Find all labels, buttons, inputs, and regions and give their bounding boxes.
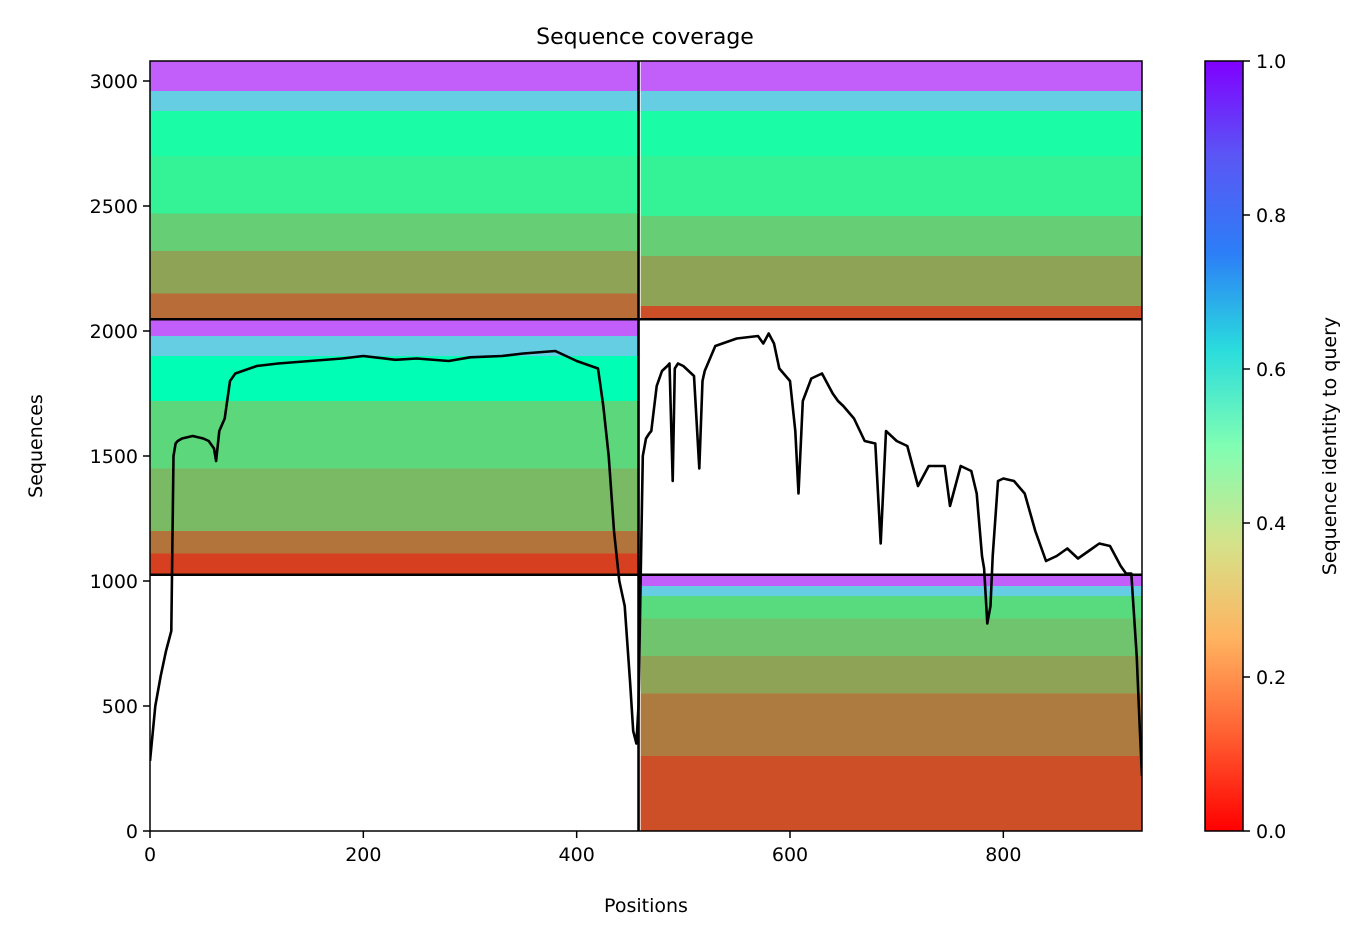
identity-band: [640, 111, 1142, 156]
colorbar: 0.0 0.2 0.4 0.6 0.8 1.0 Sequence identity to …: [1204, 51, 1341, 843]
x-tick-label: 0: [144, 844, 156, 866]
colorbar-tick-label: 0.6: [1256, 359, 1286, 381]
y-tick-label: 0: [126, 821, 138, 843]
x-tick-label: 800: [985, 844, 1021, 866]
identity-band: [150, 468, 639, 531]
heatmap-block-bottom-right: [640, 574, 1142, 831]
plot-frame: [149, 60, 1143, 832]
colorbar-gradient: [1204, 60, 1244, 832]
identity-band: [150, 293, 639, 320]
x-axis-label: Positions: [604, 895, 688, 917]
identity-band: [640, 91, 1142, 111]
identity-band: [150, 91, 639, 111]
identity-band: [150, 336, 639, 356]
identity-band: [640, 618, 1142, 656]
heatmap-block-mid-left: [150, 319, 639, 575]
identity-band: [150, 531, 639, 554]
identity-band: [640, 586, 1142, 596]
identity-band: [640, 216, 1142, 256]
y-tick-label: 2500: [90, 196, 138, 218]
identity-band: [640, 656, 1142, 694]
x-tick-label: 600: [772, 844, 808, 866]
identity-band: [640, 156, 1142, 216]
y-tick-label: 500: [102, 696, 138, 718]
identity-band: [150, 111, 639, 156]
y-tick-label: 2000: [90, 321, 138, 343]
colorbar-tick-label: 0.4: [1256, 513, 1286, 535]
colorbar-tick-label: 0.2: [1256, 667, 1286, 689]
colorbar-ticks: 0.0 0.2 0.4 0.6 0.8 1.0: [1243, 51, 1286, 843]
heatmap-block-top-right: [640, 61, 1142, 320]
identity-band: [150, 319, 639, 336]
y-tick-label: 1500: [90, 446, 138, 468]
identity-band: [640, 306, 1142, 320]
identity-band: [640, 574, 1142, 586]
identity-band: [640, 256, 1142, 306]
identity-band: [150, 356, 639, 401]
y-axis: 0 500 1000 1500 2000 2500 3000: [90, 71, 150, 843]
coverage-line: [150, 332, 1142, 777]
chart-title: Sequence coverage: [536, 25, 754, 50]
colorbar-tick-label: 0.8: [1256, 205, 1286, 227]
identity-band: [640, 596, 1142, 619]
heatmap-block-top-left: [150, 61, 639, 320]
identity-band: [150, 156, 639, 214]
identity-band: [150, 401, 639, 469]
plot-area: [149, 60, 1143, 832]
identity-band: [150, 251, 639, 294]
identity-band: [150, 553, 639, 575]
x-axis: 0 200 400 600 800: [144, 831, 1021, 866]
identity-band: [150, 61, 639, 91]
y-tick-label: 1000: [90, 571, 138, 593]
identity-band: [640, 756, 1142, 831]
identity-band: [150, 213, 639, 251]
colorbar-tick-label: 1.0: [1256, 51, 1286, 73]
colorbar-tick-label: 0.0: [1256, 821, 1286, 843]
x-tick-label: 400: [559, 844, 595, 866]
colorbar-label: Sequence identity to query: [1319, 317, 1341, 575]
identity-band: [640, 61, 1142, 91]
y-tick-label: 3000: [90, 71, 138, 93]
y-axis-label: Sequences: [25, 394, 47, 498]
identity-band: [640, 693, 1142, 756]
heatmap-blocks: [150, 61, 1142, 831]
x-tick-label: 200: [345, 844, 381, 866]
